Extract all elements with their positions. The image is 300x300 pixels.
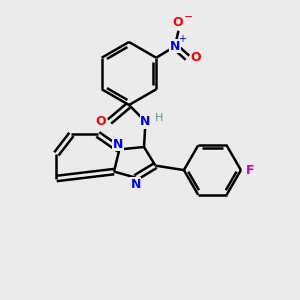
Text: F: F xyxy=(246,164,254,177)
Text: O: O xyxy=(190,51,201,64)
Text: O: O xyxy=(172,16,183,29)
Text: N: N xyxy=(140,115,151,128)
Text: O: O xyxy=(96,115,106,128)
Text: +: + xyxy=(178,34,186,44)
Text: N: N xyxy=(130,178,141,191)
Text: N: N xyxy=(170,40,180,53)
Text: −: − xyxy=(184,12,194,22)
Text: H: H xyxy=(155,113,163,123)
Text: N: N xyxy=(113,137,123,151)
